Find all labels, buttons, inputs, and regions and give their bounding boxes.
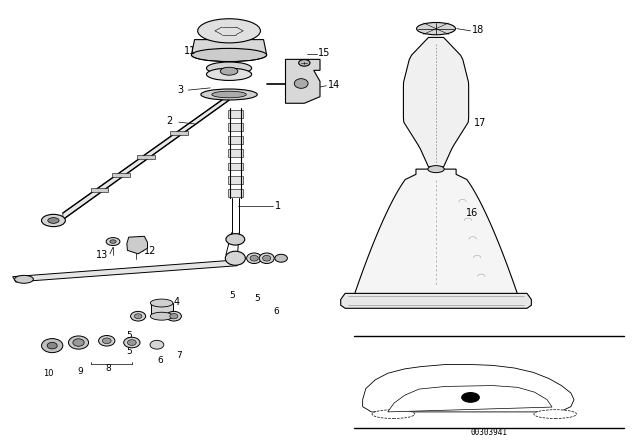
Polygon shape (228, 189, 243, 197)
Text: 11: 11 (184, 47, 196, 56)
Ellipse shape (534, 410, 577, 418)
Ellipse shape (191, 48, 267, 61)
Text: 8: 8 (105, 363, 111, 372)
Ellipse shape (299, 60, 310, 66)
Ellipse shape (131, 311, 146, 321)
Ellipse shape (372, 410, 415, 418)
Polygon shape (228, 110, 243, 118)
Polygon shape (228, 163, 243, 170)
Polygon shape (228, 123, 243, 131)
Ellipse shape (417, 22, 456, 35)
Ellipse shape (461, 392, 479, 402)
Ellipse shape (225, 251, 245, 265)
Ellipse shape (15, 276, 33, 283)
Polygon shape (112, 173, 130, 177)
Ellipse shape (102, 338, 111, 344)
Polygon shape (127, 236, 148, 254)
Ellipse shape (48, 218, 59, 224)
Text: 5: 5 (126, 332, 132, 340)
Polygon shape (228, 149, 243, 157)
Polygon shape (191, 39, 267, 55)
Ellipse shape (250, 255, 258, 261)
Text: 6: 6 (273, 307, 278, 316)
Ellipse shape (220, 67, 238, 75)
Ellipse shape (262, 255, 271, 261)
Polygon shape (63, 95, 229, 220)
Ellipse shape (294, 79, 308, 88)
Ellipse shape (207, 62, 252, 74)
Text: 3: 3 (177, 85, 183, 95)
Text: 2: 2 (166, 116, 173, 126)
Ellipse shape (207, 68, 252, 81)
Text: 6: 6 (157, 356, 163, 365)
Text: 9: 9 (77, 366, 83, 375)
Ellipse shape (166, 311, 181, 321)
Ellipse shape (201, 89, 257, 100)
Ellipse shape (246, 253, 262, 263)
Ellipse shape (127, 340, 136, 345)
Polygon shape (228, 176, 243, 184)
Ellipse shape (134, 314, 142, 319)
Ellipse shape (73, 339, 84, 346)
Polygon shape (91, 189, 108, 192)
Ellipse shape (150, 340, 164, 349)
Polygon shape (13, 260, 237, 282)
Polygon shape (150, 303, 173, 316)
Ellipse shape (99, 336, 115, 346)
Ellipse shape (42, 339, 63, 353)
Polygon shape (340, 293, 531, 308)
Polygon shape (363, 365, 574, 412)
Polygon shape (228, 136, 243, 144)
Polygon shape (170, 131, 188, 135)
Text: 10: 10 (43, 369, 54, 378)
Ellipse shape (110, 240, 116, 243)
Text: 00303941: 00303941 (471, 428, 508, 437)
Polygon shape (403, 37, 468, 167)
Ellipse shape (150, 299, 173, 307)
Ellipse shape (124, 337, 140, 348)
Text: 7: 7 (176, 351, 182, 360)
Ellipse shape (259, 253, 274, 263)
Polygon shape (137, 155, 155, 159)
Ellipse shape (212, 91, 246, 98)
Ellipse shape (198, 19, 260, 43)
Ellipse shape (68, 336, 88, 349)
Text: 1: 1 (275, 202, 281, 211)
Polygon shape (285, 59, 320, 103)
Ellipse shape (170, 314, 178, 319)
Ellipse shape (226, 234, 244, 245)
Text: 17: 17 (474, 118, 486, 128)
Ellipse shape (275, 254, 287, 262)
Ellipse shape (47, 342, 57, 349)
Text: 5: 5 (229, 291, 235, 300)
Text: 5: 5 (255, 294, 260, 303)
Ellipse shape (428, 166, 444, 172)
Text: 15: 15 (318, 48, 330, 58)
Ellipse shape (42, 214, 65, 227)
Ellipse shape (150, 312, 173, 320)
Text: 13: 13 (96, 250, 108, 260)
Text: 4: 4 (174, 297, 180, 307)
Text: 12: 12 (145, 246, 157, 256)
Ellipse shape (106, 237, 120, 246)
Text: 5: 5 (126, 347, 132, 356)
Polygon shape (355, 169, 518, 294)
Text: 18: 18 (472, 25, 484, 35)
Text: 14: 14 (328, 80, 340, 90)
Text: 16: 16 (465, 208, 478, 219)
Polygon shape (388, 386, 552, 412)
